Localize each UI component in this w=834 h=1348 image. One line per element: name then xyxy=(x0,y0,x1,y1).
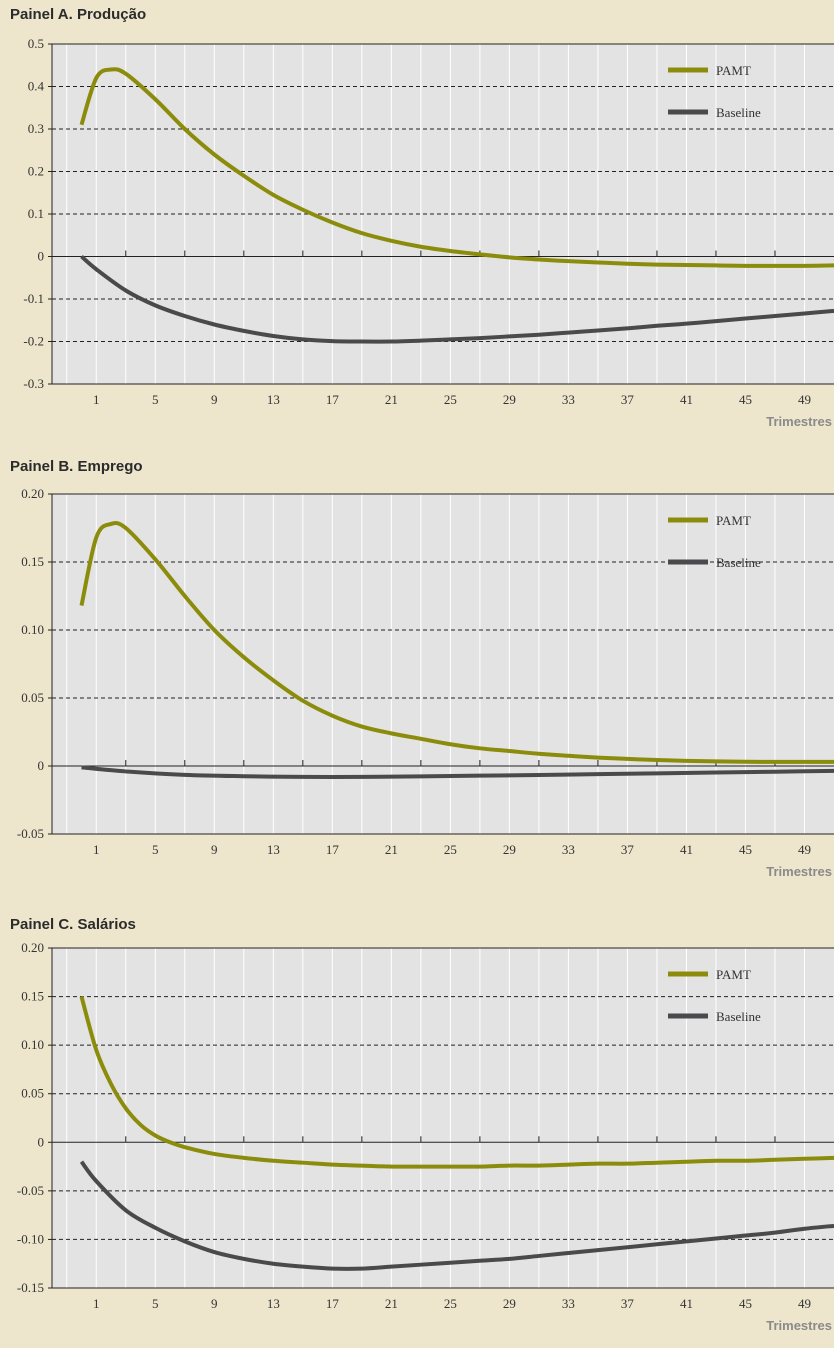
y-tick-label: 0.20 xyxy=(21,486,44,501)
series-line-pamt xyxy=(79,67,834,268)
x-tick-label: 37 xyxy=(621,392,635,407)
x-tick-label: 45 xyxy=(739,842,752,857)
legend-label-baseline: Baseline xyxy=(716,1009,761,1024)
y-tick-label: 0.4 xyxy=(28,79,45,94)
x-tick-label: 5 xyxy=(152,1296,159,1311)
x-tick-label: 25 xyxy=(444,1296,457,1311)
series-line-pamt xyxy=(79,520,834,764)
legend-label-pamt: PAMT xyxy=(716,63,751,78)
x-tick-label: 1 xyxy=(93,392,100,407)
x-axis-label: Trimestres xyxy=(766,414,832,429)
x-tick-label: 13 xyxy=(267,842,280,857)
x-tick-label: 33 xyxy=(562,392,575,407)
y-tick-label: -0.05 xyxy=(17,1183,44,1198)
plot-frame xyxy=(51,493,834,835)
y-tick-label: -0.15 xyxy=(17,1280,44,1295)
y-tick-label: 0.10 xyxy=(21,1037,44,1052)
panel-a: Painel A. Produção -0.3 -0.2 -0.1 0 0.1 0.2 0.… xyxy=(0,6,834,429)
x-tick-label: 17 xyxy=(326,842,340,857)
y-tick-label: 0 xyxy=(38,249,45,264)
x-tick-label: 45 xyxy=(739,1296,752,1311)
x-tick-label: 21 xyxy=(385,1296,398,1311)
panel-c-chart: -0.15 -0.10 -0.05 0 0.05 0.10 0.15 0.20 1 5 9 13 17 2… xyxy=(17,940,834,1333)
x-tick-label: 41 xyxy=(680,842,693,857)
panel-b: Painel B. Emprego -0.05 0 0.05 0.10 0.15 0.20… xyxy=(0,458,834,879)
x-tick-label: 29 xyxy=(503,842,516,857)
y-tick-label: -0.3 xyxy=(23,376,44,391)
x-tick-label: 45 xyxy=(739,392,752,407)
x-tick-label: 29 xyxy=(503,1296,516,1311)
x-tick-label: 1 xyxy=(93,842,100,857)
y-tick-label: 0.2 xyxy=(28,164,44,179)
series-line-pamt xyxy=(79,996,834,1169)
x-tick-label: 29 xyxy=(503,392,516,407)
panel-a-title: Painel A. Produção xyxy=(10,6,147,23)
x-tick-label: 49 xyxy=(798,1296,811,1311)
x-tick-label: 5 xyxy=(152,842,159,857)
x-tick-label: 33 xyxy=(562,842,575,857)
y-tick-label: 0.1 xyxy=(28,206,44,221)
panel-c-title: Painel C. Salários xyxy=(10,916,136,933)
series-line-baseline xyxy=(80,254,834,344)
y-tick-label: 0.15 xyxy=(21,989,44,1004)
x-tick-label: 21 xyxy=(385,842,398,857)
x-tick-label: 41 xyxy=(680,1296,693,1311)
y-tick-label: -0.05 xyxy=(17,826,44,841)
panel-b-chart: -0.05 0 0.05 0.10 0.15 0.20 1 5 9 13 17 21 25 29 33 37 4… xyxy=(17,486,834,879)
plot-frame xyxy=(51,43,834,385)
legend-label-pamt: PAMT xyxy=(716,513,751,528)
x-axis-label: Trimestres xyxy=(766,864,832,879)
x-tick-label: 33 xyxy=(562,1296,575,1311)
legend-label-pamt: PAMT xyxy=(716,967,751,982)
x-tick-label: 9 xyxy=(211,842,218,857)
y-tick-label: 0 xyxy=(38,758,45,773)
y-tick-label: 0.15 xyxy=(21,554,44,569)
x-axis-label: Trimestres xyxy=(766,1318,832,1333)
x-tick-label: 5 xyxy=(152,392,159,407)
panel-b-title: Painel B. Emprego xyxy=(10,458,143,475)
x-tick-label: 13 xyxy=(267,1296,280,1311)
x-tick-label: 21 xyxy=(385,392,398,407)
x-tick-label: 1 xyxy=(93,1296,100,1311)
legend-label-baseline: Baseline xyxy=(716,555,761,570)
x-tick-label: 25 xyxy=(444,392,457,407)
x-tick-label: 9 xyxy=(211,1296,218,1311)
panel-c: Painel C. Salários -0.15 -0.10 -0.05 0 0.05 0… xyxy=(0,916,834,1333)
y-tick-label: 0.3 xyxy=(28,121,44,136)
y-tick-label: 0.20 xyxy=(21,940,44,955)
plot-frame xyxy=(51,947,834,1289)
x-tick-label: 49 xyxy=(798,392,811,407)
x-tick-label: 25 xyxy=(444,842,457,857)
y-tick-label: -0.2 xyxy=(23,334,44,349)
x-tick-label: 9 xyxy=(211,392,218,407)
panel-a-chart: -0.3 -0.2 -0.1 0 0.1 0.2 0.3 0.4 0.5 1 5 9 13 17 21 25 2… xyxy=(23,36,834,429)
x-tick-label: 17 xyxy=(326,1296,340,1311)
x-tick-label: 13 xyxy=(267,392,280,407)
series-line-baseline xyxy=(79,1160,834,1271)
y-tick-label: 0.5 xyxy=(28,36,44,51)
y-tick-label: 0.05 xyxy=(21,690,44,705)
x-tick-label: 37 xyxy=(621,842,635,857)
plot-area xyxy=(52,948,834,1288)
plot-area xyxy=(52,44,834,384)
y-tick-label: 0 xyxy=(38,1134,45,1149)
y-tick-label: -0.10 xyxy=(17,1231,44,1246)
x-tick-label: 37 xyxy=(621,1296,635,1311)
y-tick-label: 0.10 xyxy=(21,622,44,637)
plot-area xyxy=(52,494,834,834)
series-line-baseline xyxy=(81,765,834,779)
x-tick-label: 41 xyxy=(680,392,693,407)
y-tick-label: 0.05 xyxy=(21,1086,44,1101)
y-tick-label: -0.1 xyxy=(23,291,44,306)
x-tick-label: 49 xyxy=(798,842,811,857)
legend-label-baseline: Baseline xyxy=(716,105,761,120)
x-tick-label: 17 xyxy=(326,392,340,407)
